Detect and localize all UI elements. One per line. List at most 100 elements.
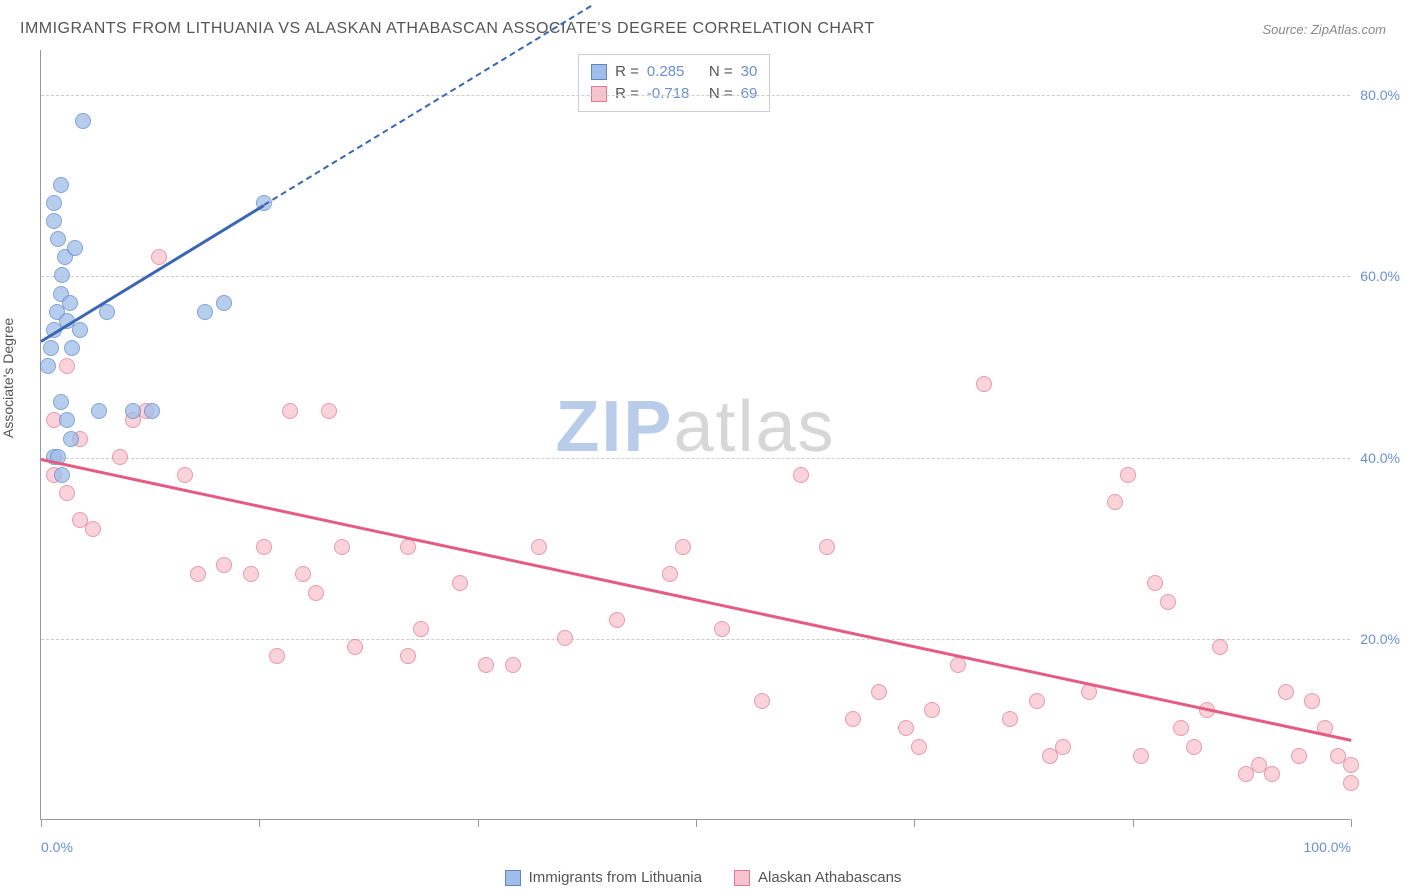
point-series2 xyxy=(714,621,730,637)
point-series2 xyxy=(256,539,272,555)
point-series1 xyxy=(75,113,91,129)
point-series1 xyxy=(197,304,213,320)
point-series2 xyxy=(754,693,770,709)
point-series2 xyxy=(1029,693,1045,709)
point-series1 xyxy=(50,231,66,247)
point-series1 xyxy=(53,177,69,193)
legend-label: Alaskan Athabascans xyxy=(758,869,901,886)
point-series2 xyxy=(452,575,468,591)
correlation-legend: R =0.285N =30R =-0.718N =69 xyxy=(578,54,770,112)
bottom-legend: Immigrants from Lithuania Alaskan Athabas… xyxy=(0,869,1406,886)
point-series1 xyxy=(46,213,62,229)
point-series2 xyxy=(871,684,887,700)
point-series2 xyxy=(347,639,363,655)
point-series2 xyxy=(1304,693,1320,709)
point-series1 xyxy=(54,267,70,283)
point-series2 xyxy=(1002,711,1018,727)
point-series2 xyxy=(609,612,625,628)
x-tick-label: 0.0% xyxy=(41,839,73,855)
point-series2 xyxy=(845,711,861,727)
point-series1 xyxy=(59,412,75,428)
point-series2 xyxy=(1291,748,1307,764)
point-series2 xyxy=(1343,775,1359,791)
point-series2 xyxy=(1147,575,1163,591)
point-series2 xyxy=(898,720,914,736)
point-series2 xyxy=(662,566,678,582)
gridline-horizontal xyxy=(41,458,1350,459)
legend-stats-row: R =-0.718N =69 xyxy=(591,83,757,105)
y-tick-label: 80.0% xyxy=(1355,87,1400,103)
y-axis-label: Associate's Degree xyxy=(0,318,16,438)
point-series2 xyxy=(308,585,324,601)
bottom-legend-item: Immigrants from Lithuania xyxy=(505,869,702,886)
point-series2 xyxy=(1120,467,1136,483)
point-series2 xyxy=(1173,720,1189,736)
point-series2 xyxy=(400,539,416,555)
legend-swatch xyxy=(734,870,750,886)
point-series2 xyxy=(190,566,206,582)
point-series1 xyxy=(63,431,79,447)
bottom-legend-item: Alaskan Athabascans xyxy=(734,869,901,886)
point-series1 xyxy=(72,322,88,338)
point-series2 xyxy=(1055,739,1071,755)
watermark-right: atlas xyxy=(673,386,835,466)
y-tick-label: 40.0% xyxy=(1355,450,1400,466)
point-series2 xyxy=(59,485,75,501)
point-series2 xyxy=(1107,494,1123,510)
point-series2 xyxy=(557,630,573,646)
watermark-left: ZIP xyxy=(555,386,673,466)
point-series2 xyxy=(321,403,337,419)
point-series1 xyxy=(216,295,232,311)
point-series2 xyxy=(334,539,350,555)
point-series1 xyxy=(43,340,59,356)
chart-title: IMMIGRANTS FROM LITHUANIA VS ALASKAN ATH… xyxy=(20,20,875,38)
point-series2 xyxy=(243,566,259,582)
point-series2 xyxy=(295,566,311,582)
legend-swatch xyxy=(505,870,521,886)
point-series2 xyxy=(478,657,494,673)
point-series2 xyxy=(216,557,232,573)
point-series2 xyxy=(675,539,691,555)
x-tick xyxy=(41,819,42,827)
point-series2 xyxy=(976,376,992,392)
watermark: ZIPatlas xyxy=(555,385,835,467)
trendline-series1 xyxy=(40,204,264,342)
point-series2 xyxy=(1264,766,1280,782)
gridline-horizontal xyxy=(41,95,1350,96)
point-series2 xyxy=(950,657,966,673)
point-series1 xyxy=(62,295,78,311)
gridline-horizontal xyxy=(41,276,1350,277)
point-series2 xyxy=(177,467,193,483)
point-series1 xyxy=(67,240,83,256)
point-series2 xyxy=(59,358,75,374)
point-series1 xyxy=(46,195,62,211)
point-series1 xyxy=(53,394,69,410)
point-series1 xyxy=(40,358,56,374)
point-series2 xyxy=(1160,594,1176,610)
y-tick-label: 60.0% xyxy=(1355,268,1400,284)
point-series1 xyxy=(125,403,141,419)
trendline-series2 xyxy=(41,458,1352,742)
point-series2 xyxy=(1186,739,1202,755)
point-series2 xyxy=(531,539,547,555)
x-tick xyxy=(478,819,479,827)
point-series2 xyxy=(924,702,940,718)
x-tick-label: 100.0% xyxy=(1304,839,1351,855)
point-series2 xyxy=(1212,639,1228,655)
x-tick xyxy=(259,819,260,827)
point-series1 xyxy=(64,340,80,356)
point-series2 xyxy=(819,539,835,555)
y-tick-label: 20.0% xyxy=(1355,631,1400,647)
point-series2 xyxy=(1133,748,1149,764)
point-series2 xyxy=(793,467,809,483)
point-series1 xyxy=(144,403,160,419)
x-tick xyxy=(1133,819,1134,827)
point-series2 xyxy=(505,657,521,673)
point-series2 xyxy=(282,403,298,419)
x-tick xyxy=(1351,819,1352,827)
scatter-plot-area: ZIPatlas R =0.285N =30R =-0.718N =69 20.… xyxy=(40,50,1350,820)
point-series1 xyxy=(91,403,107,419)
point-series2 xyxy=(413,621,429,637)
point-series2 xyxy=(85,521,101,537)
legend-label: Immigrants from Lithuania xyxy=(529,869,702,886)
